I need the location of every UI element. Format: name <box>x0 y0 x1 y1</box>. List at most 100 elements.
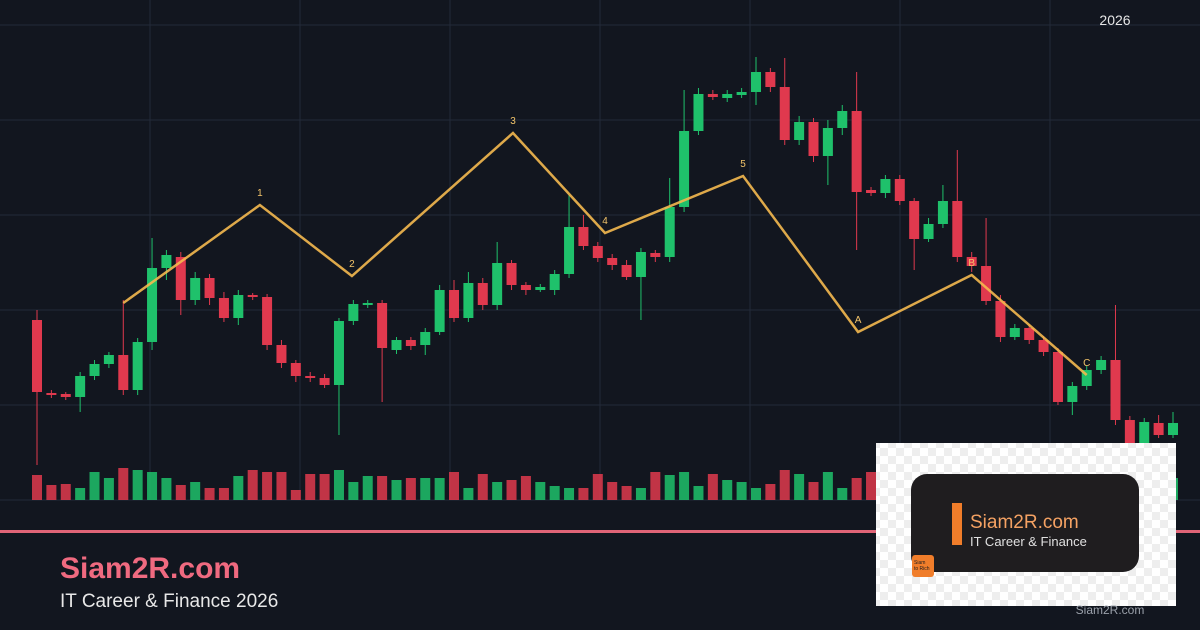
wave-label: 1 <box>257 188 263 199</box>
wave-label: 4 <box>602 216 608 227</box>
candle-body <box>333 321 344 385</box>
volume-bar <box>420 478 431 500</box>
volume-bar <box>161 478 172 500</box>
candle-body <box>247 295 258 297</box>
candle-body <box>233 295 244 318</box>
candle-body <box>161 255 172 268</box>
volume-bar <box>46 485 57 500</box>
candle-body <box>1009 328 1020 337</box>
logo-bar <box>952 503 962 545</box>
wave-label: 2 <box>349 259 355 270</box>
volume-bar <box>348 482 359 500</box>
volume-bar <box>707 474 718 500</box>
volume-bar <box>247 470 258 500</box>
volume-bar <box>333 470 344 500</box>
candle-body <box>837 111 848 128</box>
candle-body <box>707 94 718 97</box>
candle-body <box>937 201 948 224</box>
volume-bar <box>319 474 330 500</box>
volume-bar <box>233 476 244 500</box>
volume-bar <box>607 482 618 500</box>
candle-body <box>794 122 805 140</box>
logo-icon <box>912 555 934 577</box>
volume-bar <box>290 490 301 500</box>
candle-body <box>765 72 776 87</box>
candle-body <box>377 303 388 348</box>
volume-bar <box>650 472 661 500</box>
candle-body <box>1153 423 1164 435</box>
candle-body <box>75 376 86 397</box>
volume-bar <box>779 470 790 500</box>
candle-body <box>549 274 560 290</box>
icon-text: Siam <box>914 560 925 566</box>
volume-bar <box>750 488 761 500</box>
candle-body <box>46 393 57 395</box>
candle-body <box>1124 420 1135 445</box>
volume-bar <box>851 478 862 500</box>
volume-bar <box>578 488 589 500</box>
brand-title: Siam2R.com <box>60 552 240 585</box>
volume-bar <box>175 485 186 500</box>
candle-body <box>492 263 503 305</box>
volume-bar <box>549 486 560 500</box>
volume-bar <box>722 480 733 500</box>
candle-body <box>592 246 603 258</box>
candle-body <box>434 290 445 332</box>
candle-body <box>175 257 186 300</box>
volume-bar <box>434 478 445 500</box>
wave-label: C <box>1083 358 1090 369</box>
volume-bar <box>664 475 675 500</box>
candle-body <box>866 190 877 193</box>
candle-body <box>276 345 287 363</box>
icon-text: to Rich <box>914 566 930 572</box>
candle-body <box>664 207 675 257</box>
volume-bar <box>218 488 229 500</box>
candle-body <box>621 265 632 277</box>
candle-body <box>535 287 546 290</box>
volume-bar <box>405 478 416 500</box>
candle-body <box>1139 422 1150 445</box>
candle-body <box>750 72 761 92</box>
volume-bar <box>103 478 114 500</box>
candle-body <box>578 227 589 246</box>
candle-body <box>290 363 301 376</box>
logo-card <box>911 474 1139 572</box>
volume-bar <box>477 474 488 500</box>
volume-bar <box>808 482 819 500</box>
candle-body <box>1024 328 1035 340</box>
candle-body <box>851 111 862 192</box>
volume-bar <box>305 474 316 500</box>
candle-body <box>319 378 330 385</box>
candle-body <box>190 278 201 300</box>
candle-body <box>995 301 1006 337</box>
candle-body <box>722 94 733 98</box>
candle-body <box>736 92 747 95</box>
candle-body <box>1038 340 1049 352</box>
volume-bar <box>132 470 143 500</box>
candle-body <box>909 201 920 239</box>
candle-body <box>103 355 114 364</box>
volume-bar <box>621 486 632 500</box>
volume-bar <box>377 476 388 500</box>
candle-body <box>449 290 460 318</box>
volume-bar <box>463 488 474 500</box>
volume-bar <box>794 474 805 500</box>
volume-bar <box>147 472 158 500</box>
candle-body <box>420 332 431 345</box>
wave-label: 5 <box>740 159 746 170</box>
candle-body <box>89 364 100 376</box>
candle-body <box>650 253 661 257</box>
candle-body <box>923 224 934 239</box>
logo-subtitle: IT Career & Finance <box>970 534 1087 549</box>
candle-body <box>635 252 646 277</box>
volume-bar <box>679 472 690 500</box>
candle-body <box>779 87 790 140</box>
candle-body <box>1081 370 1092 386</box>
candle-body <box>391 340 402 350</box>
candle-body <box>147 268 158 342</box>
candle-body <box>808 122 819 156</box>
candle-body <box>966 257 977 266</box>
candle-body <box>952 201 963 257</box>
volume-bar <box>118 468 129 500</box>
candle-body <box>1067 386 1078 402</box>
